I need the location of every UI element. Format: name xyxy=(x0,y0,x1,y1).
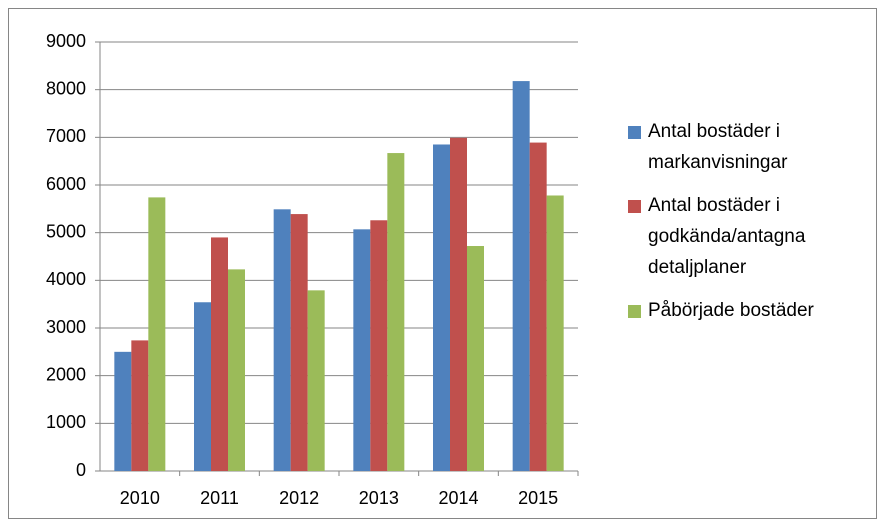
bar xyxy=(307,290,325,471)
bar xyxy=(433,144,450,471)
y-tick-label: 8000 xyxy=(46,78,86,98)
y-tick-label: 0 xyxy=(76,460,86,480)
legend-item: Påbörjade bostäder xyxy=(628,295,843,326)
x-tick-label: 2015 xyxy=(518,488,558,508)
bar xyxy=(290,214,308,471)
bar xyxy=(387,153,405,471)
bar xyxy=(273,209,291,471)
bar xyxy=(467,246,484,471)
bar xyxy=(114,351,132,471)
y-tick-label: 2000 xyxy=(46,364,86,384)
y-tick-label: 6000 xyxy=(46,174,86,194)
legend-label: Påbörjade bostäder xyxy=(648,300,814,321)
y-tick-label: 5000 xyxy=(46,221,86,241)
bar xyxy=(148,197,166,472)
bar xyxy=(370,220,388,471)
bar xyxy=(529,142,547,471)
legend-swatch xyxy=(628,305,641,318)
x-tick-label: 2011 xyxy=(200,488,239,508)
bar xyxy=(512,81,530,471)
legend: Antal bostäder i markanvisningar Antal bo… xyxy=(628,116,843,338)
legend-swatch xyxy=(628,126,641,139)
y-tick-label: 7000 xyxy=(46,126,86,146)
legend-label: Antal bostäder i godkända/antagna detalj… xyxy=(648,195,806,278)
x-tick-label: 2010 xyxy=(120,488,160,508)
legend-swatch xyxy=(628,200,641,213)
y-tick-label: 4000 xyxy=(46,269,86,289)
bar xyxy=(546,195,564,471)
legend-label: Antal bostäder i markanvisningar xyxy=(648,121,788,173)
y-tick-label: 1000 xyxy=(46,412,86,432)
y-tick-label: 9000 xyxy=(46,31,86,51)
bar xyxy=(228,269,245,471)
legend-item: Antal bostäder i godkända/antagna detalj… xyxy=(628,190,843,283)
bar xyxy=(450,137,467,471)
y-tick-label: 3000 xyxy=(46,317,86,337)
bar xyxy=(194,302,211,471)
bar xyxy=(353,229,371,471)
x-tick-label: 2013 xyxy=(359,488,399,508)
x-tick-label: 2014 xyxy=(438,488,478,508)
x-tick-label: 2012 xyxy=(279,488,319,508)
bar xyxy=(211,237,228,471)
legend-item: Antal bostäder i markanvisningar xyxy=(628,116,843,178)
bar xyxy=(131,340,149,471)
